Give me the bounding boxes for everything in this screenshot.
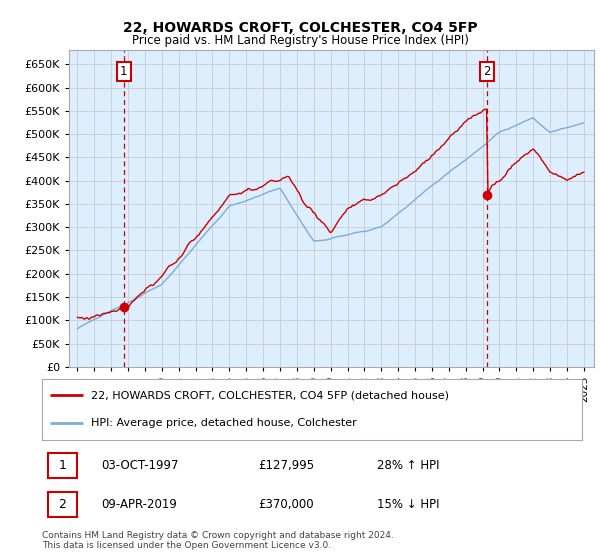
Text: HPI: Average price, detached house, Colchester: HPI: Average price, detached house, Colc… [91, 418, 356, 428]
Text: 15% ↓ HPI: 15% ↓ HPI [377, 498, 439, 511]
Text: 28% ↑ HPI: 28% ↑ HPI [377, 459, 439, 472]
Text: 2: 2 [59, 498, 67, 511]
Text: £370,000: £370,000 [258, 498, 314, 511]
Text: Contains HM Land Registry data © Crown copyright and database right 2024.
This d: Contains HM Land Registry data © Crown c… [42, 531, 394, 550]
Text: 03-OCT-1997: 03-OCT-1997 [101, 459, 179, 472]
Text: Price paid vs. HM Land Registry's House Price Index (HPI): Price paid vs. HM Land Registry's House … [131, 34, 469, 46]
Text: 22, HOWARDS CROFT, COLCHESTER, CO4 5FP (detached house): 22, HOWARDS CROFT, COLCHESTER, CO4 5FP (… [91, 390, 449, 400]
Text: 09-APR-2019: 09-APR-2019 [101, 498, 177, 511]
Text: 1: 1 [120, 65, 128, 78]
FancyBboxPatch shape [49, 453, 77, 478]
Text: £127,995: £127,995 [258, 459, 314, 472]
FancyBboxPatch shape [49, 492, 77, 517]
Text: 2: 2 [483, 65, 491, 78]
Text: 1: 1 [59, 459, 67, 472]
Text: 22, HOWARDS CROFT, COLCHESTER, CO4 5FP: 22, HOWARDS CROFT, COLCHESTER, CO4 5FP [122, 21, 478, 35]
